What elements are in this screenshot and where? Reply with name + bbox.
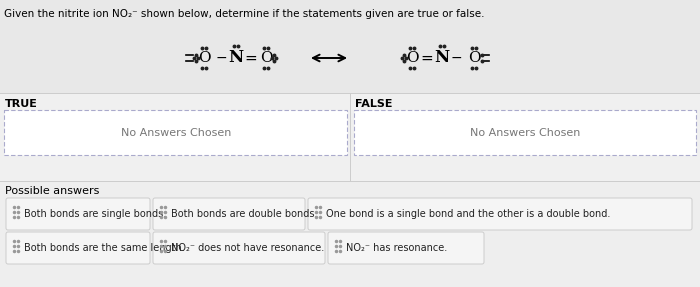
FancyBboxPatch shape (308, 198, 692, 230)
FancyBboxPatch shape (6, 232, 150, 264)
Text: Given the nitrite ion NO₂⁻ shown below, determine if the statements given are tr: Given the nitrite ion NO₂⁻ shown below, … (4, 9, 484, 19)
Text: Possible answers: Possible answers (5, 186, 99, 196)
Text: =: = (244, 51, 258, 65)
Text: −: − (450, 51, 462, 65)
Text: N: N (228, 49, 244, 67)
FancyBboxPatch shape (4, 110, 347, 155)
Text: Both bonds are single bonds.: Both bonds are single bonds. (24, 209, 167, 219)
FancyBboxPatch shape (0, 181, 700, 287)
Text: O: O (197, 51, 210, 65)
FancyBboxPatch shape (153, 198, 305, 230)
Text: Both bonds are double bonds.: Both bonds are double bonds. (171, 209, 318, 219)
Text: NO₂⁻ does not have resonance.: NO₂⁻ does not have resonance. (171, 243, 324, 253)
Text: O: O (406, 51, 419, 65)
FancyBboxPatch shape (0, 93, 350, 181)
Text: FALSE: FALSE (355, 99, 393, 109)
Text: No Answers Chosen: No Answers Chosen (121, 128, 231, 138)
FancyBboxPatch shape (328, 232, 484, 264)
Text: No Answers Chosen: No Answers Chosen (470, 128, 580, 138)
FancyBboxPatch shape (354, 110, 696, 155)
Text: O: O (468, 51, 480, 65)
Text: N: N (435, 49, 449, 67)
FancyBboxPatch shape (153, 232, 325, 264)
FancyBboxPatch shape (6, 198, 150, 230)
Text: =: = (421, 51, 433, 65)
Text: TRUE: TRUE (5, 99, 38, 109)
Text: O: O (260, 51, 272, 65)
Text: One bond is a single bond and the other is a double bond.: One bond is a single bond and the other … (326, 209, 610, 219)
Text: NO₂⁻ has resonance.: NO₂⁻ has resonance. (346, 243, 447, 253)
FancyBboxPatch shape (350, 93, 700, 181)
Text: −: − (215, 51, 227, 65)
Text: Both bonds are the same length.: Both bonds are the same length. (24, 243, 185, 253)
